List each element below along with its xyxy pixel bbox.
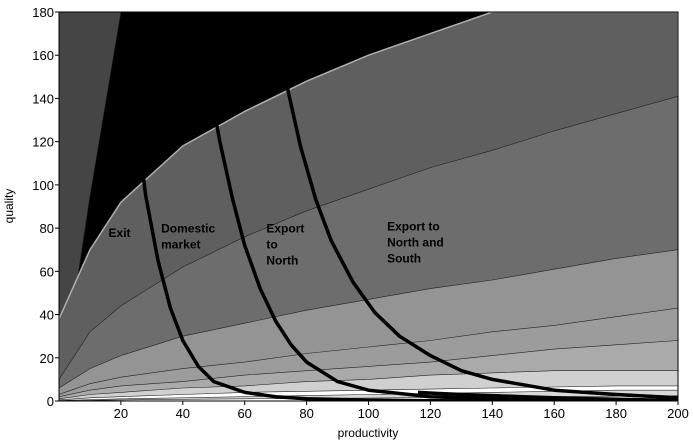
region-label: Domestic market xyxy=(161,221,215,251)
shaded-bands xyxy=(59,12,678,401)
region-label-line: Export to xyxy=(387,219,440,233)
x-tick-label: 40 xyxy=(176,406,190,421)
y-tick-label: 100 xyxy=(32,178,54,193)
x-tick-label: 200 xyxy=(667,406,689,421)
threshold-curve-1 xyxy=(125,12,524,401)
y-tick-label: 80 xyxy=(40,221,54,236)
threshold-curve-4 xyxy=(417,390,678,401)
region-label-line: market xyxy=(161,237,200,251)
y-tick-label: 140 xyxy=(32,91,54,106)
y-tick-label: 120 xyxy=(32,135,54,150)
y-tick-label: 160 xyxy=(32,48,54,63)
threshold-curves xyxy=(125,12,678,401)
region-label-line: Export xyxy=(266,221,304,235)
y-axis-label: quality xyxy=(2,189,16,224)
x-tick-label: 60 xyxy=(237,406,251,421)
threshold-curve-3 xyxy=(270,12,678,400)
x-tick-label: 180 xyxy=(605,406,627,421)
region-label-line: North and xyxy=(387,235,444,249)
region-label: Export to North xyxy=(266,221,304,267)
region-label-line: South xyxy=(387,251,421,265)
x-tick-label: 100 xyxy=(358,406,380,421)
x-tick-label: 140 xyxy=(481,406,503,421)
y-tick-label: 40 xyxy=(40,308,54,323)
y-tick-label: 0 xyxy=(47,394,54,409)
region-label-line: Exit xyxy=(109,226,131,240)
y-tick-label: 20 xyxy=(40,351,54,366)
x-tick-label: 120 xyxy=(420,406,442,421)
y-tick-label: 180 xyxy=(32,5,54,20)
x-tick-label: 20 xyxy=(114,406,128,421)
region-label-line: North xyxy=(266,253,298,267)
x-axis-label: productivity xyxy=(338,426,399,440)
axis-ticks: 20 40 60 80 100 120 140 160 180 200 0 20 40 60 80 100 12… xyxy=(32,5,689,421)
region-label-line: Domestic xyxy=(161,221,215,235)
region-label-line: to xyxy=(266,237,277,251)
x-tick-label: 80 xyxy=(299,406,313,421)
region-label: Export to North and South xyxy=(387,219,444,265)
threshold-curve-2 xyxy=(196,12,678,401)
y-tick-label: 60 xyxy=(40,264,54,279)
region-label: Exit xyxy=(109,226,131,240)
x-tick-label: 160 xyxy=(543,406,565,421)
